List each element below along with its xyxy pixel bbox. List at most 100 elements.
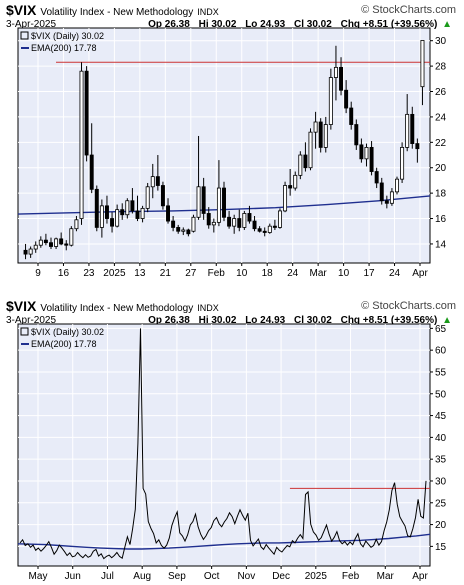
candle-body [74, 219, 79, 230]
p2-ytick-label: 55 [435, 367, 447, 378]
candle [43, 233, 48, 246]
high-value-2: Hi 30.02 [198, 315, 237, 326]
chart-header-title-2: $VIX Volatility Index - New Methodology IN… [6, 298, 219, 314]
candle [313, 111, 318, 149]
candle-body [23, 249, 28, 255]
candle-body [323, 124, 328, 148]
p1-ytick-label: 20 [435, 163, 447, 174]
low-value-2: Lo 24.93 [245, 315, 286, 326]
p2-xtick-label: Jun [65, 571, 81, 582]
p1-ytick-label: 26 [435, 87, 447, 98]
candle [298, 151, 303, 180]
candle [125, 198, 130, 219]
candle-body [181, 229, 186, 232]
candle-body [389, 191, 394, 204]
candle-body [298, 154, 303, 176]
candle-body [237, 218, 242, 228]
candle [405, 94, 410, 152]
candle [242, 210, 247, 230]
candle [303, 142, 308, 172]
candle-body [38, 239, 43, 246]
candle-body [140, 207, 145, 219]
p2-xtick-label: Mar [377, 571, 395, 582]
p1-xtick-label: 2025 [103, 268, 126, 279]
candle-body [155, 176, 160, 186]
candle-body [120, 209, 125, 216]
candle-body [59, 238, 64, 245]
up-arrow-icon-2: ▲ [442, 315, 452, 326]
candle-body [160, 185, 165, 207]
candle [120, 203, 125, 220]
candle [369, 141, 374, 176]
candle-body [125, 200, 130, 216]
candle [211, 218, 216, 233]
candle-body [354, 124, 359, 146]
p1-xtick-label: 24 [389, 268, 401, 279]
chart-header-title: $VIX Volatility Index - New Methodology IN… [6, 2, 219, 18]
p1-legend: $VIX (Daily) 30.02 EMA(200) 17.78 [20, 31, 104, 53]
index-name-2: Volatility Index - New Methodology [40, 303, 194, 314]
ohlc-stats: Op 26.38 Hi 30.02 Lo 24.93 Cl 30.02 Chg … [142, 19, 452, 30]
p1-ytick-label: 22 [435, 138, 447, 149]
p2-price-line [19, 328, 427, 560]
close-value-2: Cl 30.02 [294, 315, 332, 326]
p2-xtick-label: 2025 [305, 571, 328, 582]
candle [308, 128, 313, 171]
chart-panel-recent: $VIX Volatility Index - New Methodology IN… [4, 0, 460, 286]
candle [206, 207, 211, 229]
candle [104, 195, 109, 224]
candle [186, 228, 191, 237]
candle [54, 237, 59, 250]
candle-body [400, 147, 405, 180]
p2-xtick-label: Jul [101, 571, 114, 582]
p2-xtick-label: Sep [168, 571, 186, 582]
candle-body [171, 220, 176, 228]
open-value-2: Op 26.38 [148, 315, 190, 326]
candle-body [359, 144, 364, 160]
candle [323, 116, 328, 153]
candle-body [283, 185, 288, 212]
candle-body [349, 107, 354, 125]
p1-xtick-label: 21 [160, 268, 172, 279]
candle-body [43, 239, 48, 244]
candle [166, 198, 171, 224]
exchange-2: INDX [197, 303, 219, 313]
p2-xtick-label: Feb [342, 571, 360, 582]
candle [130, 188, 135, 214]
candle-body [288, 185, 293, 189]
up-arrow-icon: ▲ [442, 19, 452, 30]
candle-body [222, 187, 226, 218]
candle [171, 216, 176, 232]
p1-xtick-label: 13 [134, 268, 146, 279]
candle-body [257, 228, 262, 232]
candle-body [267, 225, 272, 233]
candle-body [94, 188, 99, 228]
candle-body [84, 70, 89, 156]
candle-body [339, 66, 344, 91]
candle-body [303, 154, 308, 169]
p2-ytick-label: 60 [435, 346, 447, 357]
p2-plot-area [17, 323, 431, 567]
p2-xtick-label: May [29, 571, 48, 582]
candle-body [49, 242, 53, 247]
candle [89, 123, 94, 194]
candle-body [110, 218, 115, 227]
candle [262, 227, 267, 237]
candle-body [293, 174, 298, 189]
candle-body [227, 216, 232, 227]
candle [364, 143, 369, 167]
candle [28, 246, 33, 258]
candle-body [420, 40, 425, 88]
candle [99, 199, 104, 238]
p1-ytick-label: 24 [435, 112, 447, 123]
candle [333, 45, 338, 101]
chart-panel-year: $VIX Volatility Index - New Methodology IN… [4, 296, 460, 582]
p2-ytick-label: 65 [435, 324, 447, 335]
p2-legend-ema: EMA(200) 17.78 [31, 339, 97, 349]
candle [389, 188, 394, 206]
p2-ytick-label: 30 [435, 476, 447, 487]
p1-ytick-label: 30 [435, 36, 447, 47]
candle [272, 219, 277, 230]
candle-body [318, 121, 323, 148]
